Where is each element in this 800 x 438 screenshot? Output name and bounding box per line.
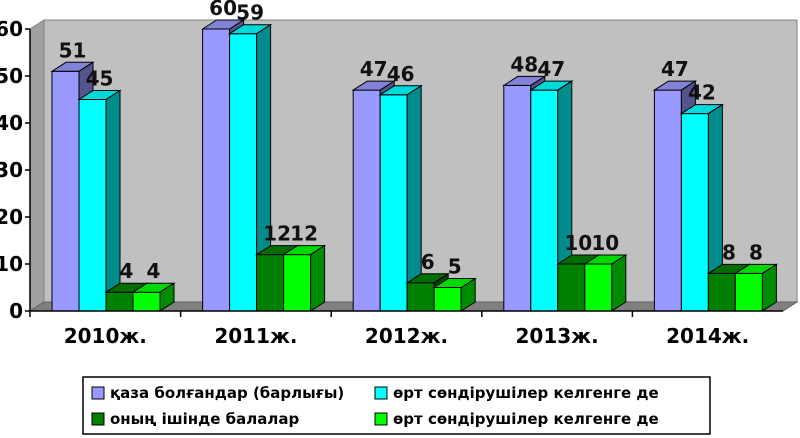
x-tick-label: 2013ж. bbox=[516, 324, 599, 348]
legend-label: өрт сөндірушілер келгенге де bbox=[393, 384, 659, 402]
bar-front bbox=[51, 70, 80, 312]
bar bbox=[432, 277, 477, 312]
bar-front bbox=[707, 272, 736, 312]
data-label: 8 bbox=[722, 240, 736, 264]
y-tick-label: 30 bbox=[0, 158, 23, 182]
bar-front bbox=[352, 89, 381, 312]
bar-front bbox=[734, 272, 763, 312]
bar-side bbox=[159, 282, 175, 312]
bar-front bbox=[379, 94, 408, 312]
bar-side bbox=[611, 254, 627, 312]
bar bbox=[583, 254, 628, 312]
x-tick-label: 2010ж. bbox=[64, 324, 147, 348]
data-label: 51 bbox=[59, 38, 87, 62]
data-label: 5 bbox=[448, 255, 462, 279]
y-axis: 0 10 20 30 40 50 60 bbox=[0, 17, 31, 323]
legend-label: оның ішінде балалар bbox=[110, 410, 299, 428]
y-tick-label: 50 bbox=[0, 64, 23, 88]
data-label: 45 bbox=[86, 67, 114, 91]
bar-front bbox=[105, 291, 134, 312]
legend-swatch bbox=[374, 386, 388, 400]
bar-front bbox=[680, 113, 709, 312]
data-label: 47 bbox=[661, 57, 689, 81]
bar bbox=[77, 89, 122, 312]
bar-side bbox=[761, 263, 777, 312]
legend-item: оның ішінде балалар bbox=[91, 410, 299, 428]
legend-swatch bbox=[91, 386, 105, 400]
data-label: 12 bbox=[290, 222, 318, 246]
legend-item: өрт сөндірушілер келгенге де bbox=[374, 384, 659, 402]
legend-item: өрт сөндірушілер келгенге де bbox=[374, 410, 659, 428]
side-wall bbox=[29, 19, 45, 312]
bar bbox=[131, 282, 176, 312]
y-tick-label: 20 bbox=[0, 205, 23, 229]
bar-front bbox=[557, 263, 586, 312]
data-label: 12 bbox=[263, 222, 291, 246]
bar-side bbox=[310, 244, 326, 312]
data-label: 10 bbox=[564, 231, 592, 255]
bar-side bbox=[105, 89, 121, 312]
bar-front bbox=[584, 263, 613, 312]
bars bbox=[50, 19, 779, 312]
legend-box bbox=[82, 376, 711, 435]
data-label: 47 bbox=[360, 57, 388, 81]
legend-label: өрт сөндірушілер келгенге де bbox=[393, 410, 659, 428]
x-tick-label: 2011ж. bbox=[214, 324, 297, 348]
bar-front bbox=[406, 282, 435, 312]
bar-front bbox=[132, 291, 161, 312]
x-axis: 2010ж. 2011ж. 2012ж. 2013ж. 2014ж. bbox=[29, 310, 783, 348]
data-label: 4 bbox=[147, 259, 161, 283]
legend-swatch bbox=[91, 412, 105, 426]
legend: қаза болғандар (барлығы) өрт сөндірушілер… bbox=[82, 376, 711, 435]
y-tick-label: 60 bbox=[0, 17, 23, 41]
bar bbox=[529, 80, 574, 312]
bar-front bbox=[283, 254, 312, 312]
data-label: 48 bbox=[510, 52, 538, 76]
y-tick-label: 0 bbox=[9, 299, 23, 323]
bar bbox=[378, 84, 423, 312]
bar-front bbox=[653, 89, 682, 312]
legend-item: қаза болғандар (барлығы) bbox=[91, 384, 344, 402]
data-label: 8 bbox=[749, 240, 763, 264]
data-label: 47 bbox=[537, 57, 565, 81]
bar-front bbox=[229, 33, 258, 312]
legend-label: қаза болғандар (барлығы) bbox=[110, 384, 344, 402]
data-label: 60 bbox=[209, 0, 237, 20]
bar-front bbox=[530, 89, 559, 312]
data-label: 10 bbox=[591, 231, 619, 255]
y-tick-label: 10 bbox=[0, 252, 23, 276]
bar-front bbox=[503, 84, 532, 312]
bar-side bbox=[460, 277, 476, 312]
data-label: 4 bbox=[120, 259, 134, 283]
bar bbox=[733, 263, 779, 312]
y-tick-label: 40 bbox=[0, 111, 23, 135]
bar-front bbox=[78, 99, 107, 312]
bar bbox=[281, 244, 327, 312]
data-label: 46 bbox=[387, 62, 415, 86]
bar-front bbox=[433, 287, 462, 312]
data-label: 6 bbox=[421, 250, 435, 274]
bar-front bbox=[256, 254, 285, 312]
legend-swatch bbox=[374, 412, 388, 426]
bar bbox=[227, 23, 273, 312]
data-label: 42 bbox=[688, 81, 716, 105]
bar-front bbox=[202, 28, 231, 312]
data-label: 59 bbox=[236, 1, 264, 25]
x-tick-label: 2014ж. bbox=[666, 324, 749, 348]
x-tick-label: 2012ж. bbox=[365, 324, 448, 348]
